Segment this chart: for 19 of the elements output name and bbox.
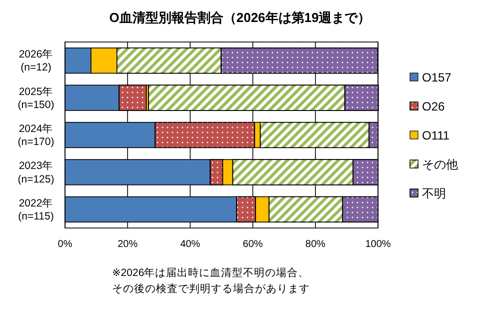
x-tick-label: 60% (242, 239, 263, 250)
legend-label: O26 (422, 100, 446, 114)
x-tick-label: 100% (365, 239, 391, 250)
legend-label: その他 (422, 158, 458, 172)
x-tick-label: 40% (180, 239, 200, 250)
text: ※2026年は届出時に血清型不明の場合、 (112, 266, 310, 279)
y-tick-label: 2025年 (n=150) (18, 86, 54, 111)
text: その後の検査で判明する場合があります (112, 282, 310, 295)
legend-label: 不明 (422, 186, 446, 200)
title: O血清型別報告割合（2026年は第19週まで） (109, 10, 371, 25)
x-tick-label: 80% (305, 239, 326, 250)
x-tick-label: 0% (58, 239, 72, 250)
y-tick-label: 2023年 (n=125) (18, 160, 54, 186)
y-tick-label: 2022年 (n=115) (18, 197, 54, 223)
legend-label: O157 (422, 70, 452, 84)
y-tick-label: 2024年 (n=170) (18, 123, 54, 148)
y-tick-label: 2026年 (n=12) (18, 48, 54, 74)
legend-label: O111 (422, 128, 450, 142)
x-tick-label: 20% (118, 239, 138, 250)
